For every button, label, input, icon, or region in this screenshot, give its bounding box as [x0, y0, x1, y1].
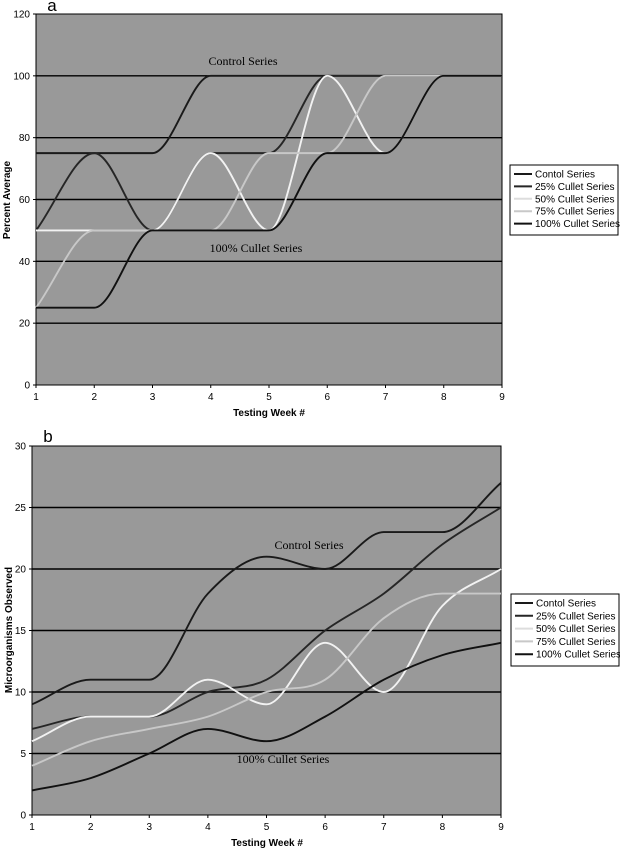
y-tick-label: 20 [19, 319, 31, 330]
legend-label: 50% Cullet Series [535, 194, 614, 205]
y-tick-label: 80 [19, 133, 31, 144]
x-tick-label: 9 [499, 392, 505, 403]
x-axis-title: Testing Week # [233, 408, 305, 419]
x-tick-label: 8 [441, 392, 447, 403]
panel-label: a [47, 0, 57, 15]
y-tick-label: 30 [15, 442, 27, 453]
y-axis-title: Percent Average [2, 160, 13, 239]
legend-label: 100% Cullet Series [536, 650, 620, 661]
x-tick-label: 1 [33, 392, 39, 403]
legend-label: 100% Cullet Series [535, 219, 620, 230]
annotation: 100% Cullet Series [210, 241, 303, 255]
legend-label: 25% Cullet Series [536, 611, 615, 622]
series-line [31, 568, 502, 743]
x-tick-label: 3 [146, 822, 152, 833]
y-tick-label: 15 [15, 626, 27, 637]
x-tick-label: 3 [150, 392, 156, 403]
legend-label: Contol Series [535, 170, 595, 181]
series-line [31, 482, 502, 706]
x-tick-label: 1 [29, 822, 35, 833]
x-tick-label: 6 [324, 392, 330, 403]
x-tick-label: 2 [91, 392, 97, 403]
chart-panel-b: 0 5 10 15 20 25 30 1 2 3 4 5 6 7 8 9 Control Series 100% … [4, 427, 620, 849]
legend-label: 25% Cullet Series [535, 182, 614, 193]
x-tick-label: 9 [498, 822, 504, 833]
annotation: Control Series [275, 538, 344, 552]
x-tick-label: 5 [264, 822, 270, 833]
panel-label: b [43, 427, 52, 446]
x-tick-label: 7 [383, 392, 389, 403]
y-tick-label: 20 [15, 565, 27, 576]
legend-label: Contol Series [536, 599, 596, 610]
x-tick-label: 4 [205, 822, 211, 833]
x-tick-label: 6 [322, 822, 328, 833]
x-tick-label: 8 [440, 822, 446, 833]
y-tick-label: 10 [15, 688, 27, 699]
chart-panel-a: 0 20 40 60 80 100 120 1 2 3 4 5 6 7 8 9 Control Series 10… [2, 0, 620, 419]
annotation: Control Series [209, 54, 278, 68]
y-tick-label: 40 [19, 257, 31, 268]
y-axis-title: Microorganisms Observed [4, 567, 15, 693]
x-tick-label: 2 [88, 822, 94, 833]
y-tick-label: 100 [13, 71, 30, 82]
annotation: 100% Cullet Series [237, 752, 330, 766]
y-tick-label: 5 [20, 749, 26, 760]
x-tick-label: 4 [208, 392, 214, 403]
legend-label: 75% Cullet Series [536, 637, 615, 648]
series-line [35, 74, 502, 309]
series-line [31, 592, 501, 767]
y-tick-label: 60 [19, 195, 31, 206]
series-line [35, 74, 502, 309]
y-tick-label: 120 [13, 10, 30, 21]
series-line [31, 641, 502, 792]
x-tick-label: 7 [381, 822, 387, 833]
x-tick-label: 5 [266, 392, 272, 403]
legend-label: 75% Cullet Series [535, 207, 614, 218]
x-axis-title: Testing Week # [231, 838, 303, 849]
y-tick-label: 25 [15, 503, 27, 514]
y-tick-label: 0 [20, 811, 26, 822]
legend-label: 50% Cullet Series [536, 624, 615, 635]
y-tick-label: 0 [24, 381, 30, 392]
